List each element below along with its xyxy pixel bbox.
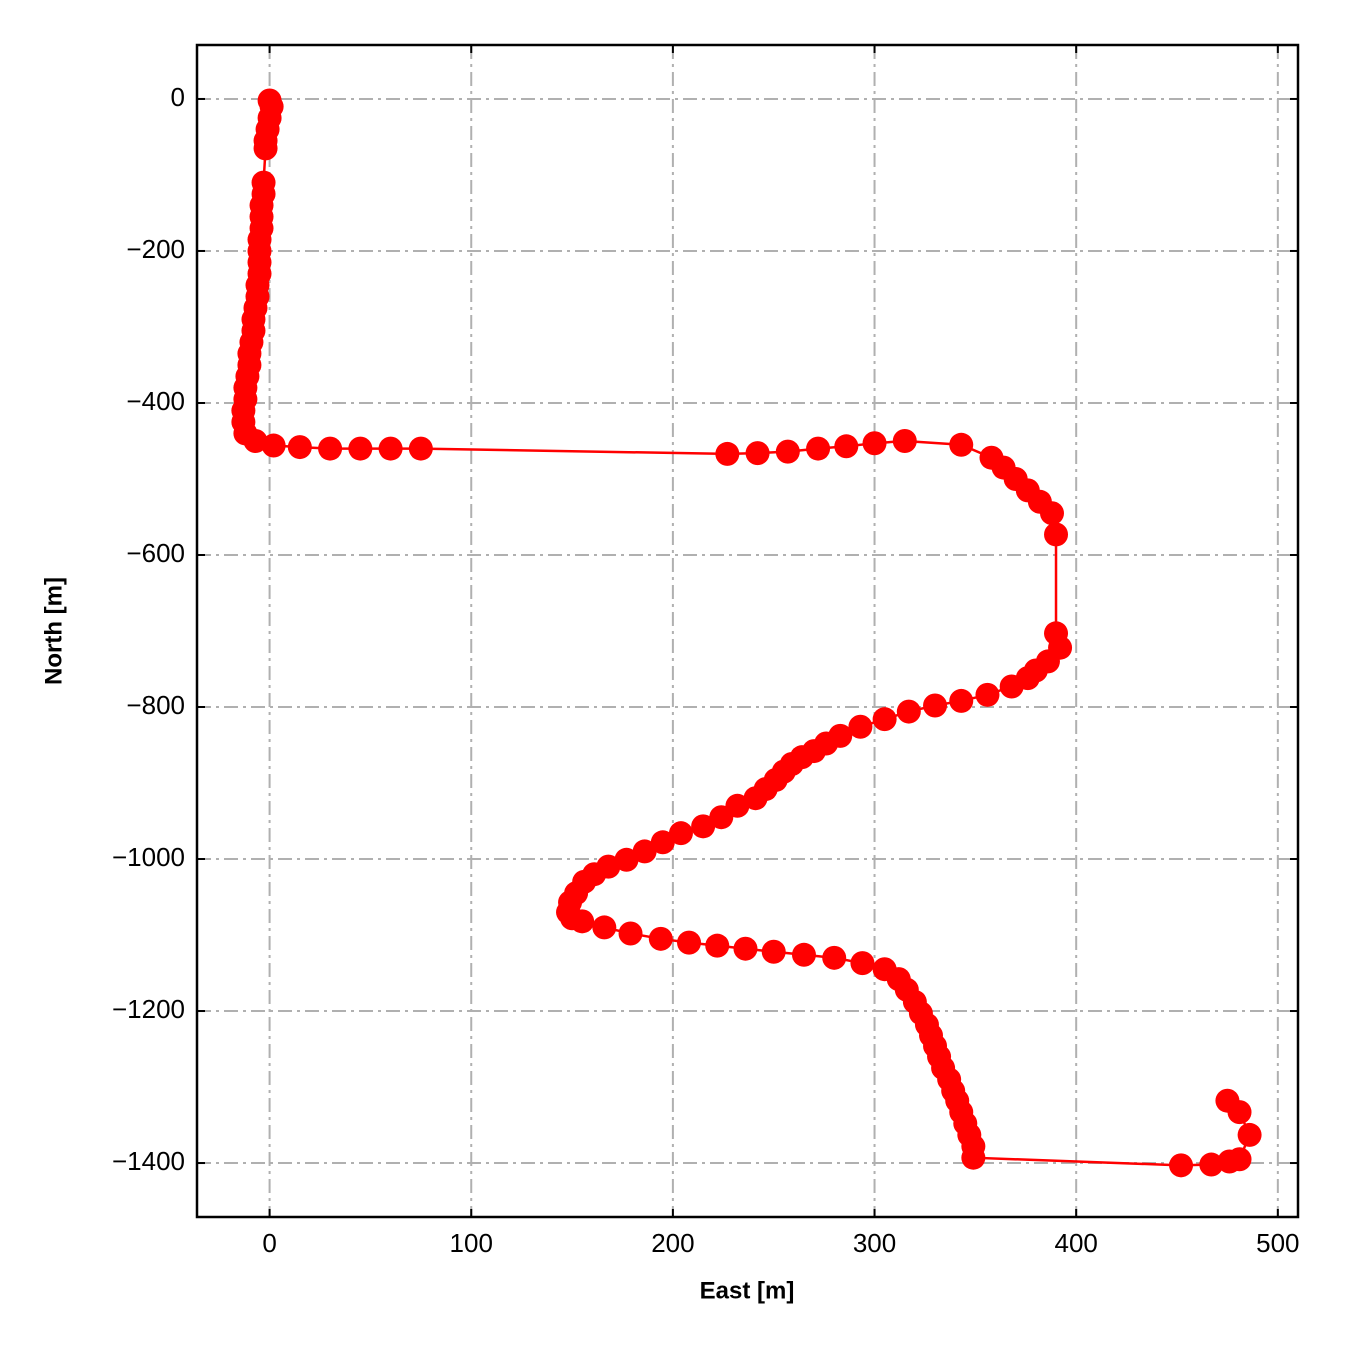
marker — [348, 436, 373, 461]
marker — [949, 688, 974, 713]
marker — [862, 431, 887, 456]
marker — [775, 439, 800, 464]
y-tick-label: −1400 — [112, 1146, 185, 1176]
marker — [253, 136, 278, 161]
marker — [632, 839, 657, 864]
marker — [592, 915, 617, 940]
marker — [1215, 1088, 1240, 1113]
x-tick-label: 100 — [450, 1228, 493, 1258]
x-tick-label: 500 — [1256, 1228, 1299, 1258]
marker — [791, 942, 816, 967]
y-tick-label: −800 — [126, 690, 185, 720]
x-tick-label: 300 — [853, 1228, 896, 1258]
x-tick-label: 400 — [1054, 1228, 1097, 1258]
marker — [896, 699, 921, 724]
line — [242, 100, 1251, 1167]
marker — [618, 921, 643, 946]
marker — [975, 682, 1000, 707]
marker — [822, 945, 847, 970]
marker — [243, 428, 268, 453]
marker — [378, 436, 403, 461]
marker — [1039, 501, 1064, 526]
marker — [691, 814, 716, 839]
marker — [650, 830, 675, 855]
marker — [408, 436, 433, 461]
plot-frame — [195, 43, 1300, 1219]
marker — [705, 933, 730, 958]
marker — [287, 435, 312, 460]
x-tick-label: 200 — [651, 1228, 694, 1258]
marker — [261, 433, 286, 458]
marker — [1169, 1153, 1194, 1178]
marker — [1237, 1122, 1262, 1147]
y-tick-label: −200 — [126, 234, 185, 264]
marker — [892, 428, 917, 453]
marker — [614, 847, 639, 872]
marker — [923, 693, 948, 718]
marker — [1044, 522, 1069, 547]
marker — [709, 805, 734, 830]
marker — [318, 436, 343, 461]
y-tick-label: −1200 — [112, 994, 185, 1024]
marker — [850, 951, 875, 976]
marker — [1227, 1147, 1252, 1172]
marker — [949, 432, 974, 457]
marker — [848, 714, 873, 739]
marker — [961, 1145, 986, 1170]
y-tick-label: 0 — [171, 82, 185, 112]
marker — [570, 909, 595, 934]
marker — [761, 939, 786, 964]
y-axis-title: North [m] — [40, 577, 67, 685]
marker — [743, 786, 768, 811]
marker — [806, 436, 831, 461]
marker — [872, 707, 897, 732]
marker — [715, 441, 740, 466]
x-tick-label: 0 — [262, 1228, 276, 1258]
marker — [834, 434, 859, 459]
marker — [648, 926, 673, 951]
marker — [1199, 1152, 1224, 1177]
marker — [745, 441, 770, 466]
marker — [999, 674, 1024, 699]
y-tick-label: −600 — [126, 538, 185, 568]
y-tick-label: −400 — [126, 386, 185, 416]
marker — [733, 936, 758, 961]
marker — [668, 821, 693, 846]
x-axis-title: East [m] — [700, 1277, 795, 1304]
y-tick-label: −1000 — [112, 842, 185, 872]
marker — [677, 930, 702, 955]
